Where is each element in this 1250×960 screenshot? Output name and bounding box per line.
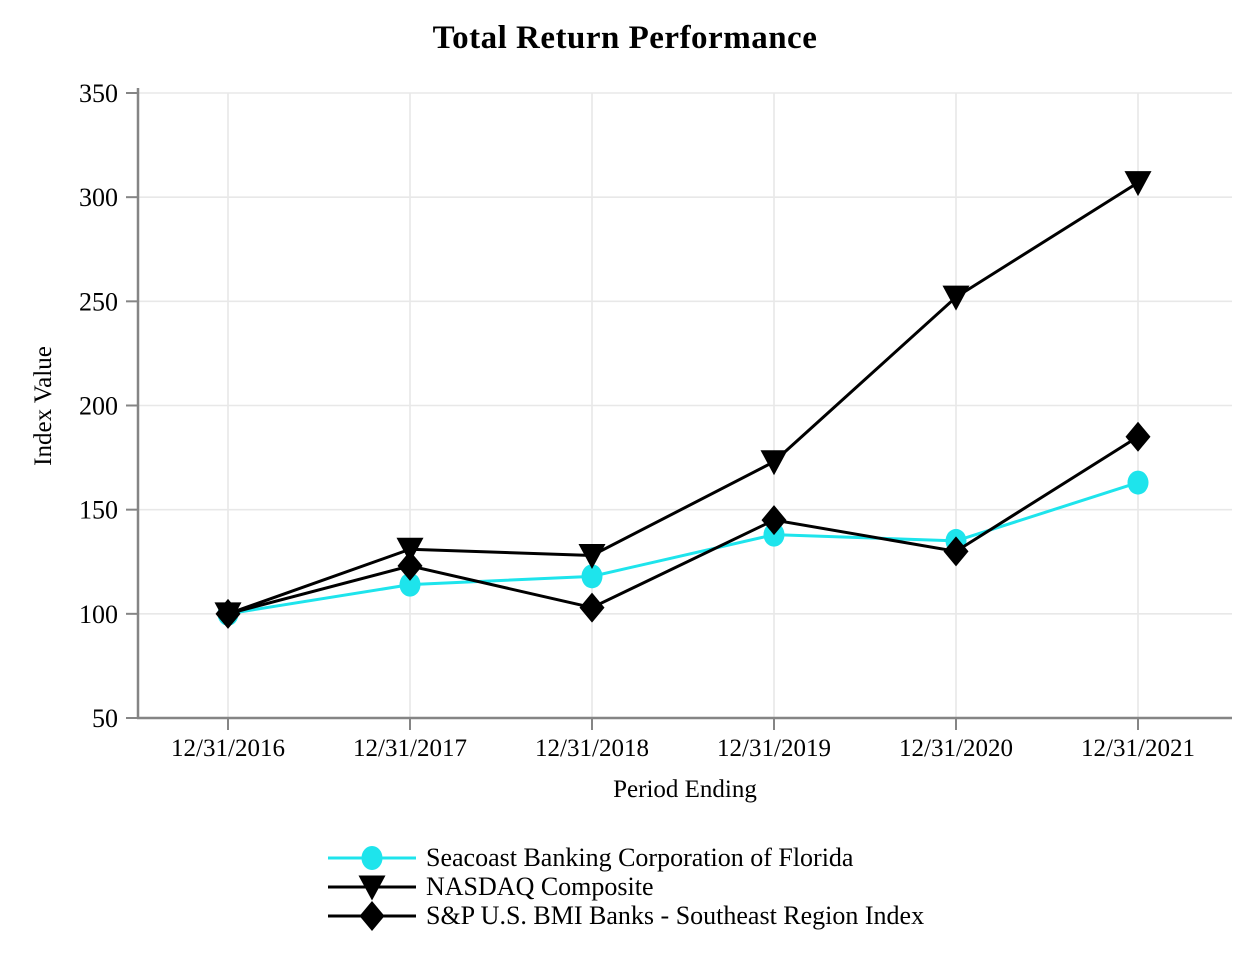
triangle-down-data-point xyxy=(396,537,424,563)
circle-data-point xyxy=(581,564,603,589)
y-tick-label: 350 xyxy=(79,79,118,108)
x-tick-label: 12/31/2018 xyxy=(535,735,649,762)
chart-title: Total Return Performance xyxy=(432,20,818,56)
diamond-icon xyxy=(359,900,385,931)
diamond-data-point xyxy=(215,598,241,629)
triangle-down-data-point xyxy=(578,544,606,569)
x-tick-label: 12/31/2019 xyxy=(717,735,831,762)
triangle-down-data-point xyxy=(942,285,970,311)
diamond-data-point xyxy=(397,550,423,581)
legend-item: Seacoast Banking Corporation of Florida xyxy=(328,843,924,872)
legend-item: NASDAQ Composite xyxy=(328,872,924,901)
diamond-data-point xyxy=(579,592,605,623)
series-line xyxy=(227,181,1139,616)
series-line xyxy=(227,435,1139,616)
plot-area: 50 100 150 200 250 300 350 12/31/2016 12/31/2017… xyxy=(79,79,1232,762)
x-tick-label: 12/31/2021 xyxy=(1081,735,1195,762)
y-tick-label: 50 xyxy=(92,704,118,733)
legend-label: S&P U.S. BMI Banks - Southeast Region In… xyxy=(426,900,925,930)
diamond-data-point xyxy=(761,505,787,536)
circle-data-point xyxy=(1127,470,1149,495)
diamond-data-point xyxy=(1125,421,1151,452)
circle-data-point xyxy=(399,572,421,597)
circle-icon xyxy=(361,845,383,870)
x-axis-title: Period Ending xyxy=(613,776,757,803)
y-tick-label: 100 xyxy=(79,600,118,629)
y-tick-label: 250 xyxy=(79,287,118,316)
y-tick-label: 200 xyxy=(79,392,118,421)
legend: Seacoast Banking Corporation of Florida N… xyxy=(328,843,925,931)
diamond-legend-swatch xyxy=(328,900,416,931)
y-tick-label: 150 xyxy=(79,496,118,525)
x-tick-label: 12/31/2020 xyxy=(899,735,1013,762)
triangle-down-data-point xyxy=(1124,171,1152,197)
legend-item: S&P U.S. BMI Banks - Southeast Region In… xyxy=(328,900,925,931)
triangle-down-data-point xyxy=(760,450,788,476)
series-line xyxy=(227,481,1139,616)
y-axis-title: Index Value xyxy=(30,346,57,466)
legend-label: Seacoast Banking Corporation of Florida xyxy=(426,842,854,872)
x-tick-label: 12/31/2016 xyxy=(171,735,285,762)
diamond-data-point xyxy=(943,536,969,567)
x-tick-label: 12/31/2017 xyxy=(353,735,467,762)
triangle-down-icon xyxy=(358,875,386,900)
triangle-down-legend-swatch xyxy=(328,875,416,900)
y-tick-label: 300 xyxy=(79,183,118,212)
legend-label: NASDAQ Composite xyxy=(426,871,654,901)
circle-legend-swatch xyxy=(328,845,416,870)
